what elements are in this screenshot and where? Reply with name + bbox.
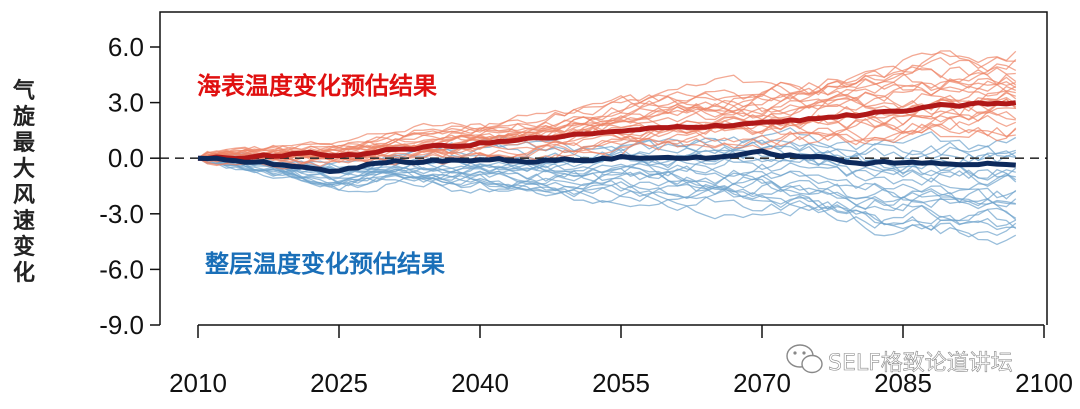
x-tick-label: 2010 [169, 368, 227, 398]
y-axis-label-char: 气 [12, 78, 35, 104]
x-tick-label: 2085 [874, 368, 932, 398]
y-axis-label-char: 化 [13, 260, 35, 286]
x-tick-label: 2055 [592, 368, 650, 398]
y-axis-label-text: 气旋最大风速变化 [12, 78, 36, 286]
y-axis-label-char: 速 [13, 208, 35, 234]
x-tick-label: 2040 [451, 368, 509, 398]
watermark: SELF格致论道讲坛 [786, 344, 1013, 376]
x-tick-label: 2070 [733, 368, 791, 398]
ensemble-member-line-layer [197, 127, 1017, 165]
ensemble-member-line-layer [197, 157, 1016, 231]
y-axis: 6.0 3.0 0.0 -3.0 -6.0 -9.0 [99, 32, 160, 340]
series-line-sst-mean [197, 100, 1017, 162]
y-axis-label-char: 风 [13, 183, 35, 208]
y-axis-label: 气旋最大风速变化 [12, 78, 36, 286]
x-axis: 2010 2025 2040 2055 2070 2085 2100 [169, 325, 1073, 398]
series-line-layer-mean [197, 148, 1016, 174]
ensemble-member-line-layer [197, 156, 1016, 212]
ensemble-member-line-sst [197, 50, 1017, 159]
ensemble-member-line-sst [197, 73, 1017, 159]
x-tick-label: 2025 [310, 368, 368, 398]
ensemble-member-line-layer [197, 157, 1017, 238]
ensemble-member-line-layer [197, 157, 1017, 208]
y-tick-label: 6.0 [108, 32, 144, 62]
ensemble-member-line-layer [197, 155, 1017, 219]
plot-frame-border [159, 11, 1048, 325]
ensemble-members-layer [197, 127, 1017, 246]
y-axis-label-char: 最 [13, 131, 36, 156]
wechat-icon [786, 344, 823, 374]
ensemble-member-line-sst [197, 50, 1017, 159]
y-tick-label: -3.0 [99, 199, 144, 229]
watermark-text: SELF格致论道讲坛 [828, 351, 1013, 376]
y-tick-label: -9.0 [99, 310, 144, 340]
y-axis-label-char: 变 [13, 234, 35, 260]
y-tick-label: 0.0 [108, 143, 144, 173]
y-tick-label: 3.0 [108, 88, 144, 118]
ensemble-member-line-sst [197, 66, 1016, 160]
y-axis-label-char: 大 [13, 157, 35, 182]
annotation-layer-label: 整层温度变化预估结果 [205, 250, 445, 278]
ensemble-member-line-sst [197, 110, 1017, 168]
y-axis-label-char: 旋 [13, 104, 36, 130]
y-tick-label: -6.0 [99, 254, 144, 284]
annotation-sst-label: 海表温度变化预估结果 [197, 72, 437, 100]
x-tick-label: 2100 [1015, 368, 1073, 398]
